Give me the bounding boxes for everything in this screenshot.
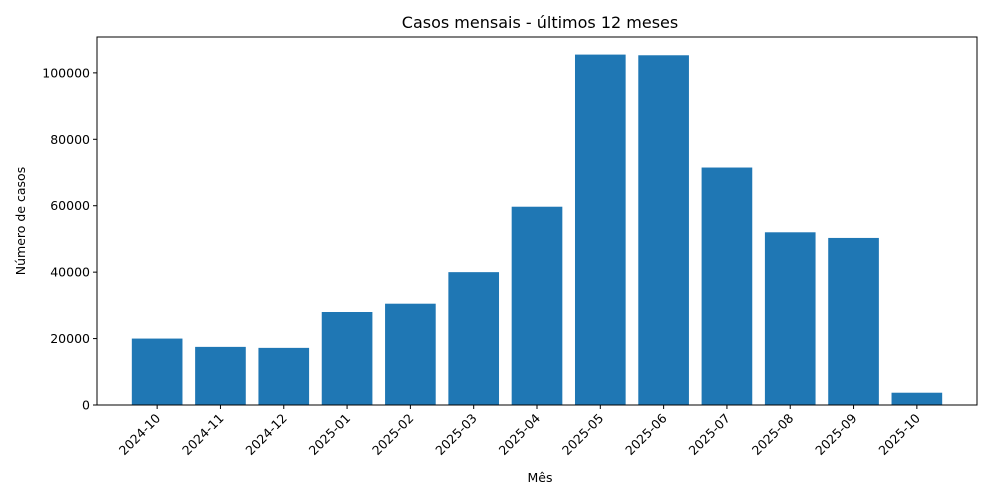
bar-2025-10 [891,392,943,405]
x-tick-label: 2024-12 [242,411,290,459]
x-tick-label: 2024-10 [116,410,164,458]
bar-2024-12 [258,347,310,405]
x-tick-label: 2025-01 [306,411,354,459]
y-tick-label: 60000 [50,198,90,213]
y-tick-label: 80000 [50,132,90,147]
bar-2025-09 [828,237,879,405]
bar-2024-10 [131,338,183,405]
x-tick-label: 2025-08 [749,410,797,458]
bar-2025-07 [701,167,753,405]
x-tick-label: 2024-11 [179,411,227,459]
plot-frame [96,36,978,406]
x-tick-label: 2025-04 [496,410,544,458]
bar-2025-02 [385,303,436,405]
bar-2025-05 [574,54,626,405]
x-tick-label: 2025-07 [686,411,734,459]
bar-2025-06 [638,55,689,406]
y-axis-ticks: 0 20000 40000 60000 80000 100000 [42,65,97,413]
bar-2025-04 [511,206,563,405]
x-tick-label: 2025-06 [622,410,670,458]
y-tick-label: 0 [82,398,90,413]
x-tick-label: 2025-02 [369,411,417,459]
y-axis-label: Número de casos [13,167,28,275]
x-tick-label: 2025-09 [812,410,860,458]
y-tick-label: 40000 [50,265,90,280]
y-tick-label: 100000 [42,65,90,80]
x-axis-label: Mês [528,470,553,485]
bar-2025-01 [321,312,373,405]
y-tick-label: 20000 [50,331,90,346]
bars-group [131,54,943,406]
bar-2025-08 [764,232,816,405]
x-tick-label: 2025-03 [432,411,480,459]
bar-2024-11 [195,346,246,405]
x-tick-label: 2025-10 [875,410,923,458]
bar-2025-03 [448,272,500,405]
x-tick-label: 2025-05 [559,411,607,459]
x-axis-ticks: 2024-10 2024-11 2024-12 2025-01 2025-02 2025-… [116,405,923,458]
chart-title: Casos mensais - últimos 12 meses [402,13,678,32]
